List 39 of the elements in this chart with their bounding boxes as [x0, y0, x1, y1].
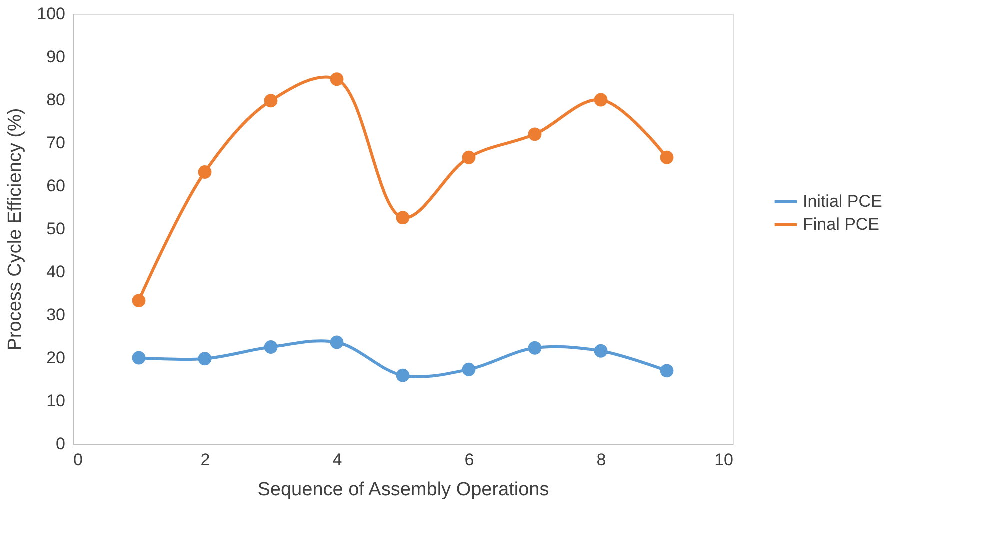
point	[264, 94, 278, 108]
point	[132, 351, 146, 365]
point	[396, 368, 410, 382]
point	[330, 72, 344, 86]
x-tick-label: 0	[74, 450, 83, 470]
point	[594, 344, 608, 358]
x-tick-label: 2	[200, 450, 210, 470]
x-tick-label: 8	[596, 450, 606, 470]
point	[330, 336, 344, 350]
y-tick-label: 80	[46, 90, 66, 110]
x-axis-title: Sequence of Assembly Operations	[258, 480, 550, 500]
y-tick-label: 30	[46, 306, 66, 324]
y-tick-label: 50	[46, 220, 66, 238]
y-tick-label: 100	[37, 4, 66, 24]
point	[264, 340, 278, 354]
point	[660, 150, 674, 164]
point	[528, 341, 542, 355]
y-tick-label: 20	[46, 348, 66, 368]
x-tick-label: 10	[714, 450, 734, 470]
legend-label: Initial PCE	[803, 192, 882, 211]
point	[396, 211, 410, 225]
y-tick-label: 40	[46, 262, 66, 282]
y-tick-label: 0	[56, 434, 66, 454]
point	[462, 362, 476, 376]
point	[198, 352, 212, 366]
y-tick-label: 70	[46, 134, 66, 152]
y-tick-label: 60	[46, 176, 66, 196]
point	[132, 294, 146, 308]
point	[198, 166, 212, 179]
point	[660, 364, 674, 378]
x-tick-label: 4	[332, 450, 342, 470]
y-tick-label: 90	[46, 48, 66, 66]
point	[528, 128, 542, 142]
point	[594, 93, 608, 107]
y-tick-label: 10	[46, 392, 66, 410]
x-tick-label: 6	[464, 450, 474, 470]
y-axis-title: Process Cycle Efficiency (%)	[5, 108, 26, 351]
legend-label: Final PCE	[803, 215, 880, 234]
point	[462, 150, 476, 164]
